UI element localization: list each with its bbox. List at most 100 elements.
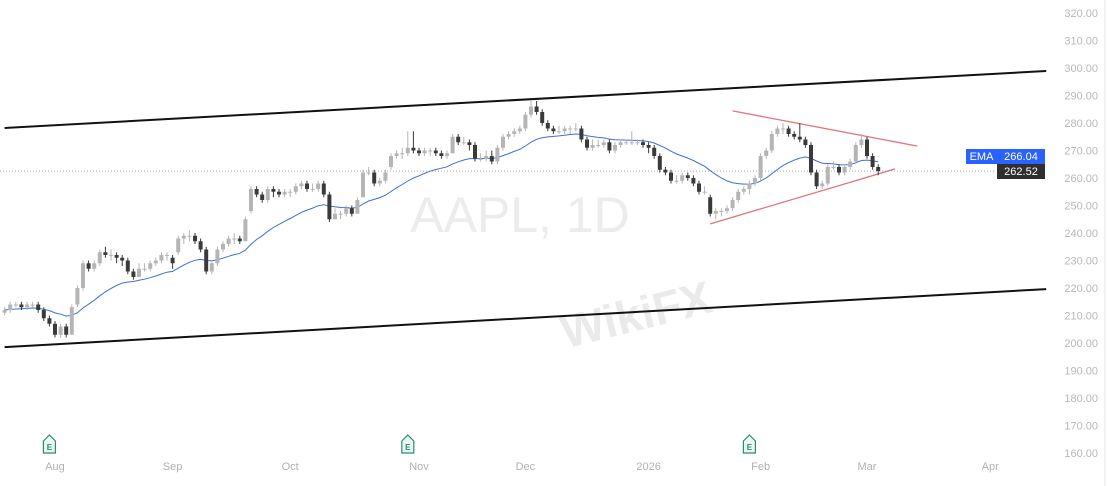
candle	[579, 125, 584, 143]
candle	[25, 301, 29, 310]
candle-body	[271, 189, 276, 192]
candle	[349, 205, 354, 217]
earnings-marker[interactable]: E	[42, 434, 56, 454]
candle-body	[349, 208, 354, 214]
candle	[702, 186, 707, 195]
candle-body	[641, 142, 645, 145]
x-tick-label: Sep	[163, 461, 183, 473]
candle-body	[741, 189, 746, 192]
candle-body	[848, 161, 853, 167]
candle-body	[545, 123, 550, 129]
candle-body	[254, 189, 259, 195]
candle-body	[193, 235, 197, 242]
candle-body	[305, 183, 309, 189]
candle-body	[277, 191, 281, 195]
candle-body	[97, 252, 102, 264]
candle	[512, 128, 517, 137]
candle-body	[372, 172, 377, 184]
candle-body	[669, 172, 673, 181]
candle	[36, 301, 41, 313]
candle	[809, 142, 813, 176]
candle	[137, 263, 141, 277]
candle	[19, 301, 24, 310]
candle	[540, 109, 545, 126]
candle	[81, 260, 85, 291]
earnings-icon	[742, 434, 756, 454]
candle	[114, 252, 119, 264]
candle	[590, 139, 595, 151]
candle-body	[30, 304, 35, 306]
candle	[450, 134, 455, 154]
candle	[215, 246, 220, 266]
candle	[473, 142, 477, 162]
candle	[411, 131, 416, 154]
candle-body	[53, 323, 57, 335]
y-tick-label: 210.00	[1064, 311, 1098, 323]
candle	[187, 230, 192, 242]
candle-body	[506, 134, 511, 137]
candle-body	[170, 257, 175, 264]
x-axis[interactable]: Aug Sep Oct Nov Dec 2026 Feb Mar Apr	[45, 461, 999, 473]
candle-body	[125, 260, 130, 272]
candle-body	[237, 238, 242, 242]
candle	[165, 252, 169, 261]
candle-body	[209, 263, 214, 272]
candle-body	[137, 268, 141, 277]
candle-body	[260, 194, 265, 200]
candle	[792, 131, 797, 140]
y-tick-label: 160.00	[1064, 448, 1098, 460]
candle	[310, 183, 315, 192]
candle-body	[495, 147, 500, 162]
candle-body	[310, 189, 315, 190]
candle-body	[865, 139, 869, 156]
candle-body	[109, 255, 113, 256]
candle-body	[781, 128, 785, 130]
candle-body	[478, 158, 483, 160]
candle-body	[389, 156, 393, 167]
candle	[736, 189, 741, 203]
candle	[741, 186, 746, 195]
candle-body	[523, 114, 528, 129]
candle-body	[25, 304, 29, 308]
candle	[439, 150, 444, 159]
candle	[545, 120, 550, 132]
candle-body	[400, 153, 405, 155]
y-tick-label: 200.00	[1064, 338, 1098, 350]
candle	[153, 257, 158, 266]
candle-body	[181, 235, 186, 239]
candle-body	[702, 191, 707, 193]
candle	[534, 101, 539, 115]
candle	[226, 235, 231, 247]
candle	[730, 197, 735, 211]
earnings-marker[interactable]: E	[742, 434, 756, 454]
y-axis[interactable]: 320.00 310.00 300.00 290.00 280.00 270.00 260.…	[1064, 8, 1098, 460]
candle	[260, 191, 265, 203]
candle	[327, 191, 332, 222]
candle-body	[596, 145, 601, 146]
candle-body	[366, 172, 371, 174]
candle-body	[573, 128, 578, 130]
candle	[708, 194, 713, 217]
candle	[624, 139, 629, 145]
candle	[159, 252, 164, 264]
candle-body	[383, 172, 388, 181]
earnings-marker[interactable]: E	[401, 434, 415, 454]
candle-body	[249, 189, 253, 211]
candle-body	[226, 238, 231, 244]
candle-body	[691, 178, 696, 184]
candle	[506, 131, 511, 140]
candle-body	[540, 112, 545, 123]
candle	[316, 180, 321, 192]
last-price-value: 262.52	[1004, 166, 1038, 178]
candle	[13, 301, 18, 308]
candle-body	[831, 167, 836, 168]
candle	[293, 183, 298, 195]
candle	[814, 169, 819, 189]
candle	[417, 147, 421, 156]
candle	[641, 139, 645, 148]
candle	[685, 172, 690, 181]
trendlines	[4, 70, 1047, 349]
candle-body	[585, 139, 589, 148]
candle	[249, 186, 253, 214]
candle-body	[456, 136, 461, 143]
